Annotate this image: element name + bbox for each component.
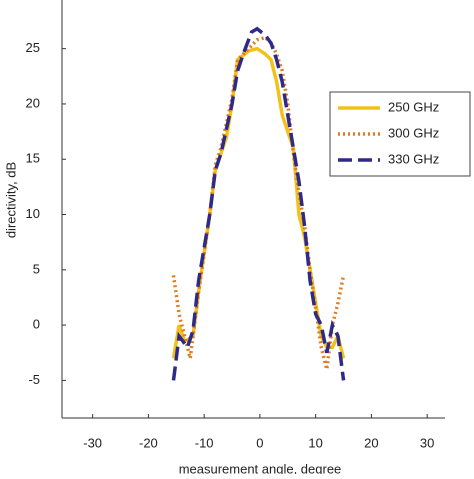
line-series — [171, 46, 346, 359]
y-tick-label: -5 — [28, 372, 40, 387]
y-axis-label: directivity, dB — [3, 162, 18, 238]
y-tick-label: 25 — [26, 40, 40, 55]
x-tick-label: 30 — [420, 435, 434, 450]
x-axis-label: measurement angle, degree — [179, 461, 342, 474]
x-tick-label: 10 — [308, 435, 322, 450]
y-tick-label: 10 — [26, 206, 40, 221]
x-tick-label: -10 — [195, 435, 214, 450]
y-tick-label: 0 — [33, 317, 40, 332]
x-tick-label: 20 — [364, 435, 378, 450]
legend-label: 300 GHz — [388, 125, 439, 140]
x-tick-label: -20 — [139, 435, 158, 450]
x-tick-label: -30 — [83, 435, 102, 450]
legend-label: 330 GHz — [388, 151, 439, 166]
legend-label: 250 GHz — [388, 99, 439, 114]
y-tick-label: 20 — [26, 95, 40, 110]
y-tick-label: 5 — [33, 261, 40, 276]
line-series — [171, 26, 346, 381]
x-tick-label: 0 — [256, 435, 263, 450]
y-tick-label: 15 — [26, 151, 40, 166]
